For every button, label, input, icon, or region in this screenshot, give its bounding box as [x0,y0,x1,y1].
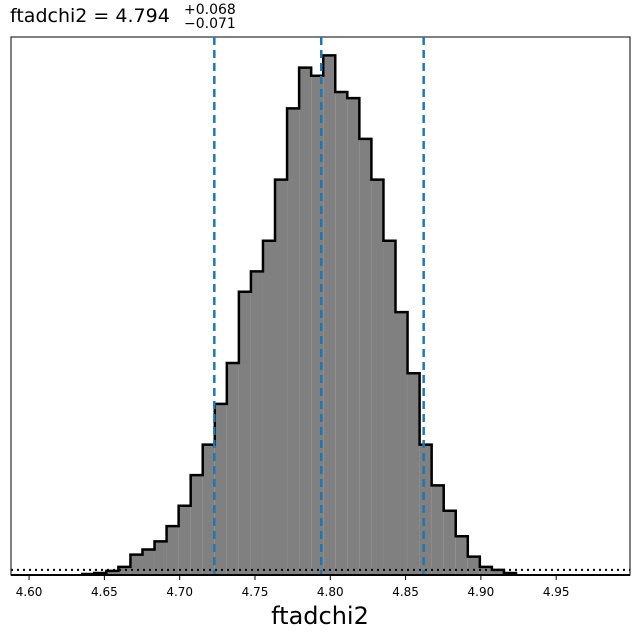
x-tick-label: 4.95 [543,585,570,599]
histogram-bar [431,485,444,575]
title-upper-error: +0.068 [184,2,236,18]
histogram-bar [166,526,179,575]
histogram-bar [419,444,432,575]
title-equals: = [93,5,109,27]
histogram-bar [130,554,143,575]
histogram-bar [395,312,408,575]
x-tick-label: 4.70 [166,585,193,599]
x-tick-label: 4.75 [242,585,269,599]
histogram-bar [214,403,227,575]
x-tick-label: 4.60 [16,585,43,599]
histogram-bar [275,179,288,575]
histogram-bar [323,55,336,576]
histogram-bar [154,541,167,575]
histogram-bar [455,536,468,575]
x-tick-label: 4.90 [468,585,495,599]
histogram-bar [467,556,480,575]
histogram-bar [190,475,203,575]
histogram-bar [178,505,191,575]
histogram-bar [106,570,119,575]
plot-area [10,36,631,576]
histogram-bar [491,569,504,575]
x-tick-label: 4.80 [317,585,344,599]
x-tick-label: 4.85 [392,585,419,599]
histogram-bar [226,363,239,575]
title-parameter: ftadchi2 [10,5,87,27]
histogram-bar [383,240,396,575]
histogram-bar [359,138,372,576]
histogram-bar [407,373,420,575]
x-tick-label: 4.65 [91,585,118,599]
chart-title: ftadchi2 = 4.794 [10,5,170,27]
histogram-bar [443,510,456,575]
title-value: 4.794 [115,5,169,27]
x-axis: 4.60 4.65 4.70 4.75 4.80 4.85 4.90 4.95 [16,575,570,599]
histogram-bar [202,444,215,575]
histogram-bar [118,566,131,575]
histogram-bar [335,92,348,575]
histogram-bar [347,98,360,576]
histogram-bar [371,179,384,575]
histogram-bar [287,108,300,576]
histogram-bar [238,291,251,575]
histogram-outline [80,54,518,576]
histogram-bar [250,271,263,575]
histogram-bar [479,566,492,575]
title-lower-error: −0.071 [184,16,236,32]
histogram-bar [262,240,276,575]
histogram-bar [142,549,155,575]
x-axis-label: ftadchi2 [271,602,369,630]
histogram-bar [299,67,312,576]
